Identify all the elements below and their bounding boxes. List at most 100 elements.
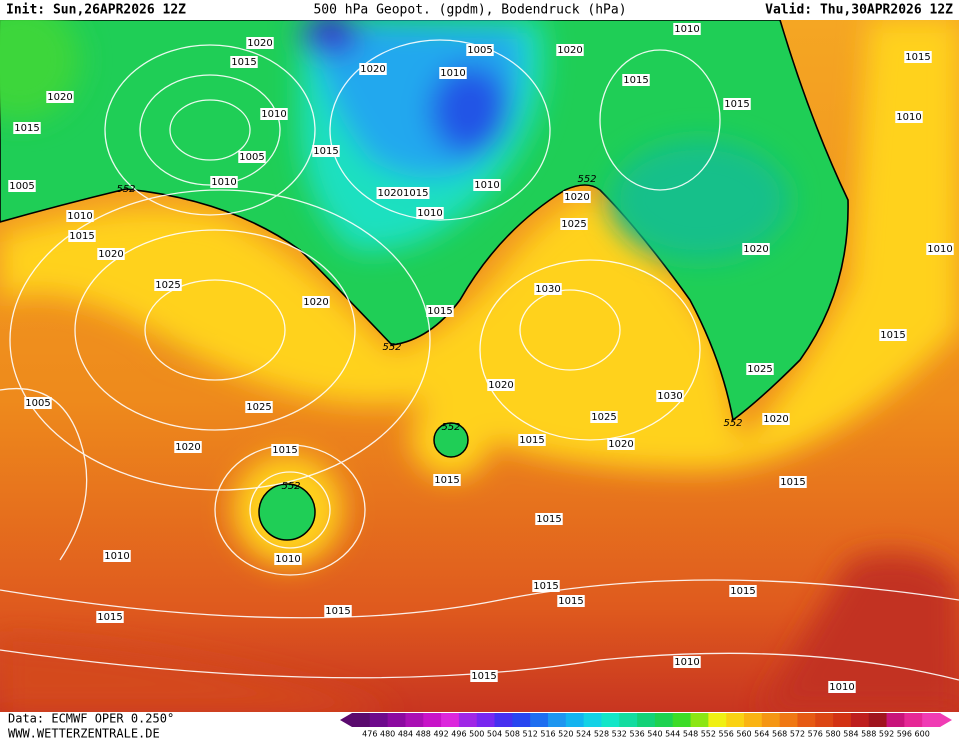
colorbar-label: 496: [451, 730, 466, 739]
isobar-label-bg: [563, 191, 591, 203]
isobar-label-bg: [779, 476, 807, 488]
colorbar-swatch: [458, 713, 478, 727]
isobar-label: 1010: [417, 208, 442, 219]
isobar-label: 1010: [104, 551, 129, 562]
isobar-label-bg: [245, 401, 273, 413]
colorbar-label: 560: [736, 730, 751, 739]
colorbar-swatch: [690, 713, 709, 727]
isobar-label: 1010: [674, 657, 699, 668]
isobar-label-bg: [426, 305, 454, 317]
colorbar-label: 592: [879, 730, 894, 739]
isobar-label: 1005: [467, 45, 492, 56]
isobar-label-bg: [828, 681, 856, 693]
isobar-label-bg: [246, 37, 274, 49]
colorbar-swatch: [922, 713, 941, 727]
isobar-label-bg: [302, 296, 330, 308]
map-title: 500 hPa Geopot. (gpdm), Bodendruck (hPa): [313, 3, 626, 18]
colorbar-label: 580: [825, 730, 840, 739]
contour-552-area: [258, 483, 316, 541]
isobar-label-bg: [742, 243, 770, 255]
isobar-label: 1030: [657, 391, 682, 402]
colorbar-swatch: [708, 713, 727, 727]
colorbar-swatch: [601, 713, 620, 727]
isobar-label: 1020: [247, 38, 272, 49]
isobar-label-bg: [46, 91, 74, 103]
isobar-label-bg: [376, 187, 430, 199]
isobar-label-bg: [466, 44, 494, 56]
isobar-label-bg: [13, 122, 41, 134]
isobar-label: 1025: [155, 280, 180, 291]
isobar-label: 1025: [591, 412, 616, 423]
isobar-label-bg: [433, 474, 461, 486]
colorbar-swatch: [583, 713, 602, 727]
colorbar-swatch: [476, 713, 496, 727]
isobar-label: 1005: [9, 181, 34, 192]
isobar-label-bg: [762, 413, 790, 425]
valid-time: Valid: Thu,30APR2026 12Z: [765, 3, 953, 18]
colorbar-label: 576: [808, 730, 823, 739]
isobar-label: 1015: [780, 477, 805, 488]
isobar-label: 1010: [275, 554, 300, 565]
isobar-label: 1015: [313, 146, 338, 157]
isobar-label-bg: [439, 67, 467, 79]
colorbar-swatch: [904, 713, 923, 727]
colorbar-label: 568: [772, 730, 787, 739]
colorbar-label: 524: [576, 730, 591, 739]
isobar-label: 1005: [25, 398, 50, 409]
isobar-label-bg: [312, 145, 340, 157]
isobar-label: 1015: [272, 445, 297, 456]
isobar-label-bg: [359, 63, 387, 75]
contour-label: 552: [382, 342, 401, 353]
isobar-label: 1015: [97, 612, 122, 623]
colorbar-label: 476: [362, 730, 377, 739]
isobar-label: 1010: [440, 68, 465, 79]
isobar-label-bg: [470, 670, 498, 682]
isobar-label: 1025: [747, 364, 772, 375]
colorbar-swatch: [744, 713, 763, 727]
colorbar-swatch: [352, 713, 371, 727]
isobar-label-bg: [24, 397, 52, 409]
isobar-label: 1020: [303, 297, 328, 308]
colorbar-swatch: [494, 713, 513, 727]
isobar-label: 1010: [674, 24, 699, 35]
colorbar-label: 548: [683, 730, 698, 739]
isobar-label-bg: [904, 51, 932, 63]
isobar-label-bg: [210, 176, 238, 188]
isobar-label: 1015: [427, 306, 452, 317]
colorbar-label: 512: [523, 730, 538, 739]
colorbar-label: 564: [754, 730, 769, 739]
isobar-label: 10201015: [378, 188, 429, 199]
contour-label: 552: [281, 481, 300, 492]
isobar-label-bg: [656, 390, 684, 402]
isobar-label-bg: [324, 605, 352, 617]
isobar-label-bg: [535, 513, 563, 525]
colorbar: 476 480 484 488 492 496 500 504 508 512 516 520 524 5…: [340, 713, 952, 739]
isobar-label-bg: [473, 179, 501, 191]
isobar-label: 1015: [519, 435, 544, 446]
colorbar-swatch: [654, 713, 674, 727]
isobar-label: 1015: [14, 123, 39, 134]
colorbar-swatch: [850, 713, 870, 727]
colorbar-swatch: [387, 713, 406, 727]
isobar-label: 1020: [47, 92, 72, 103]
isobar-label-bg: [534, 283, 562, 295]
colorbar-label: 544: [665, 730, 680, 739]
isobar-label-bg: [260, 108, 288, 120]
isobar-label-bg: [518, 434, 546, 446]
isobar-label-bg: [556, 44, 584, 56]
isobar-label: 1020: [564, 192, 589, 203]
isobar-label-bg: [487, 379, 515, 391]
contour-label: 552: [577, 174, 596, 185]
colorbar-swatch: [369, 713, 389, 727]
contour-label: 552: [441, 422, 460, 433]
colorbar-label: 600: [915, 730, 930, 739]
isobars: [0, 39, 959, 681]
isobar-label: 1020: [98, 249, 123, 260]
isobar-label: 1025: [246, 402, 271, 413]
colorbar-label: 540: [647, 730, 662, 739]
colorbar-label: 528: [594, 730, 609, 739]
isobar-label: 1020: [608, 439, 633, 450]
isobar-label-bg: [174, 441, 202, 453]
isobar-label-bg: [274, 553, 302, 565]
